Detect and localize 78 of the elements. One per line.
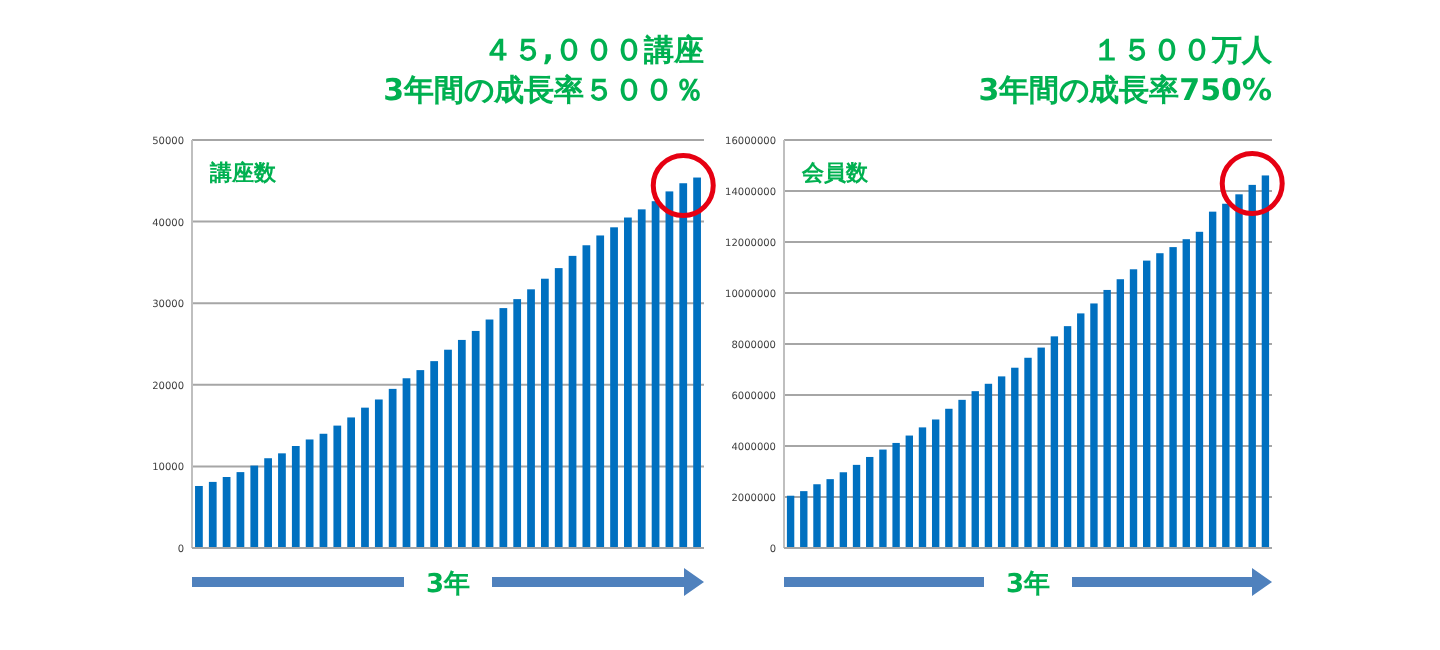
bar xyxy=(250,465,259,548)
bar xyxy=(347,417,356,548)
bar xyxy=(931,419,940,548)
bar xyxy=(1261,175,1270,548)
chart-subtitle: 3年間の成長率５００％ xyxy=(383,72,704,108)
bar xyxy=(800,491,808,548)
bar xyxy=(813,484,821,548)
bar xyxy=(485,319,494,548)
bar xyxy=(402,378,411,548)
bar xyxy=(582,245,591,548)
bar xyxy=(554,268,563,548)
bar xyxy=(879,449,887,548)
bar xyxy=(905,435,913,548)
bar xyxy=(1011,367,1019,548)
bar xyxy=(1050,336,1059,548)
bar xyxy=(291,446,300,548)
bar xyxy=(1156,253,1164,548)
bar xyxy=(1248,184,1256,548)
bar xyxy=(1195,231,1204,548)
bar xyxy=(471,330,480,548)
bar xyxy=(918,427,927,548)
bar xyxy=(195,485,203,548)
bar xyxy=(513,299,522,548)
bar xyxy=(852,464,861,548)
bar xyxy=(637,209,646,548)
bar xyxy=(1129,269,1138,548)
bar xyxy=(1063,326,1072,548)
bar xyxy=(693,177,701,548)
bar xyxy=(1169,247,1177,548)
bar xyxy=(278,453,286,548)
bar xyxy=(1235,194,1243,548)
bar xyxy=(866,456,874,548)
bar xyxy=(333,425,342,548)
bar xyxy=(651,201,660,548)
bar xyxy=(945,408,953,548)
annotation: 講座数 xyxy=(208,160,278,186)
annotation: 会員数 xyxy=(800,160,870,186)
bar xyxy=(1090,303,1098,548)
bar xyxy=(388,388,397,548)
bar xyxy=(457,339,466,548)
chart-title: １５００万人 xyxy=(1092,32,1274,68)
bar xyxy=(1037,347,1045,548)
bar xyxy=(958,399,966,548)
bar xyxy=(361,407,369,548)
bar xyxy=(1103,289,1111,548)
bar xyxy=(444,349,452,548)
bar xyxy=(786,495,795,548)
bar xyxy=(305,439,314,548)
bar xyxy=(527,289,535,548)
bar xyxy=(264,458,272,548)
x-axis-title: 3年 xyxy=(1005,570,1051,600)
bar xyxy=(679,183,688,548)
bar xyxy=(984,383,993,548)
bar xyxy=(499,308,508,548)
bar xyxy=(1182,239,1190,548)
bar xyxy=(1077,313,1085,548)
bar xyxy=(610,227,618,548)
bar xyxy=(1143,260,1151,548)
bar xyxy=(416,370,425,548)
bar xyxy=(971,391,979,548)
bar xyxy=(839,472,848,548)
bar xyxy=(826,479,834,548)
bar xyxy=(1024,357,1032,548)
bar xyxy=(568,255,577,548)
bar xyxy=(624,217,632,548)
bar xyxy=(892,442,900,548)
bar xyxy=(540,278,549,548)
bar xyxy=(1222,203,1230,548)
bar xyxy=(208,481,217,548)
bar xyxy=(997,376,1006,548)
bar xyxy=(1208,211,1217,548)
chart-subtitle: 3年間の成長率750% xyxy=(978,72,1272,108)
bar xyxy=(374,399,383,548)
bar xyxy=(596,235,605,548)
x-axis-title: 3年 xyxy=(425,570,471,600)
chart-title: ４５,０００講座 xyxy=(482,32,704,68)
bar xyxy=(1116,279,1125,548)
bar xyxy=(430,361,439,548)
